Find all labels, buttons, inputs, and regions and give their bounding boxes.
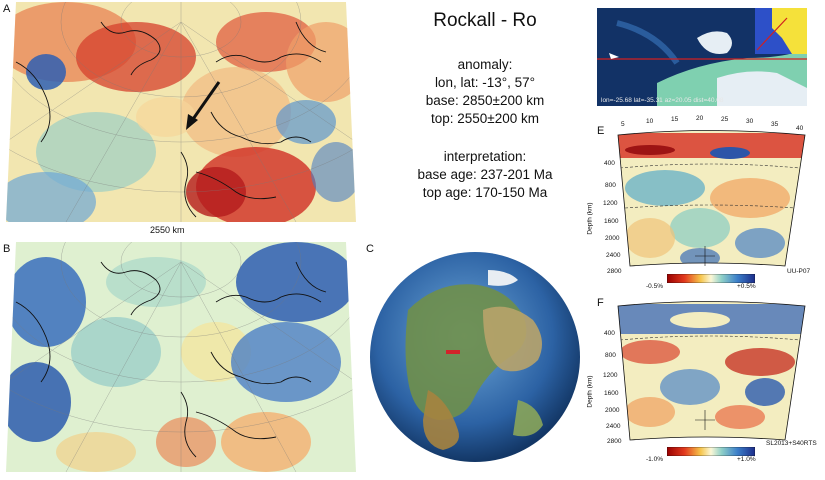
e-depth-1200: 1200 <box>603 200 618 207</box>
panel-label-a: A <box>3 3 11 15</box>
colorbar-f <box>667 447 755 456</box>
e-dist-35: 35 <box>771 121 779 128</box>
panel-label-b: B <box>3 243 11 255</box>
e-dist-40: 40 <box>796 125 804 132</box>
e-depth-2000: 2000 <box>605 235 620 242</box>
inset-caption: lon=-25.68 lat=-35.31 az=20.05 dist=40.0… <box>601 97 724 104</box>
depth-label-a: 2550 km <box>150 225 185 235</box>
e-depth-400: 400 <box>604 160 615 167</box>
e-depth-1600: 1600 <box>604 218 619 225</box>
f-scale-min: -1.0% <box>646 456 663 463</box>
e-depth-axis-label: Depth (km) <box>586 202 594 235</box>
location-inset-map: lon=-25.68 lat=-35.31 az=20.05 dist=40.0… <box>597 8 807 106</box>
f-depth-axis-label: Depth (km) <box>586 375 594 408</box>
colorbar-e <box>667 274 755 283</box>
e-scale-max: +0.5% <box>737 283 756 290</box>
f-model-label: SL2013+S40RTS <box>766 440 817 447</box>
e-depth-2800: 2800 <box>607 268 622 275</box>
tomography-map-b <box>6 242 356 472</box>
f-depth-800: 800 <box>605 352 616 359</box>
anomaly-lonlat: lon, lat: -13°, 57° <box>434 75 536 90</box>
f-depth-2000: 2000 <box>605 407 620 414</box>
e-dist-10: 10 <box>646 118 654 125</box>
e-dist-30: 30 <box>746 118 754 125</box>
anomaly-heading: anomaly: <box>457 57 513 72</box>
interpretation-heading: interpretation: <box>443 149 527 164</box>
anomaly-base: base: 2850±200 km <box>425 93 545 108</box>
panel-label-f: F <box>597 297 604 309</box>
e-model-label: UU-P07 <box>787 268 811 275</box>
e-dist-15: 15 <box>671 116 679 123</box>
e-depth-800: 800 <box>605 182 616 189</box>
panel-label-c: C <box>366 243 374 255</box>
anomaly-top: top: 2550±200 km <box>431 111 539 126</box>
f-depth-2800: 2800 <box>607 438 622 445</box>
interpretation-base-age: base age: 237-201 Ma <box>417 167 553 182</box>
tomography-map-a <box>6 2 356 222</box>
f-depth-2400: 2400 <box>606 423 621 430</box>
page-title: Rockall - Ro <box>433 10 537 31</box>
cross-section-e <box>617 130 806 267</box>
interpretation-top-age: top age: 170-150 Ma <box>422 185 548 200</box>
panel-label-e: E <box>597 125 605 137</box>
cross-section-f <box>617 301 806 441</box>
f-depth-400: 400 <box>604 330 615 337</box>
f-scale-max: +1.0% <box>737 456 756 463</box>
e-dist-25: 25 <box>721 116 729 123</box>
e-dist-5: 5 <box>621 121 625 128</box>
e-dist-20: 20 <box>696 115 704 122</box>
f-depth-1600: 1600 <box>604 390 619 397</box>
globe-reconstruction <box>368 250 583 465</box>
e-scale-min: -0.5% <box>646 283 663 290</box>
f-depth-1200: 1200 <box>603 372 618 379</box>
e-depth-2400: 2400 <box>606 252 621 259</box>
